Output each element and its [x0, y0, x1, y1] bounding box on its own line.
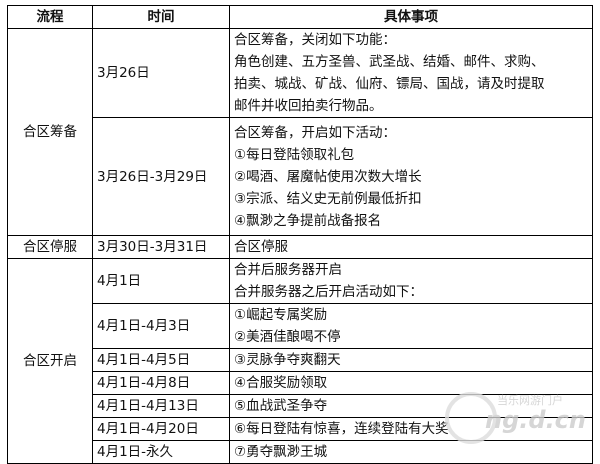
- watermark-top-text: 当乐网游门户: [497, 394, 563, 407]
- time-cell: 4月1日-永久: [92, 440, 230, 464]
- details-cell: ③灵脉争夺爽翻天: [229, 348, 593, 372]
- time-cell: 4月1日-4月8日: [92, 371, 230, 395]
- detail-line: 合区筹备，开启如下活动：: [234, 124, 396, 141]
- group-stop: 合区停服: [7, 235, 93, 259]
- details-cell: ④合服奖励领取: [229, 371, 593, 395]
- watermark-bottom-text: ng.d.cn: [485, 406, 586, 434]
- details-cell: ⑦勇夺飘渺王城: [229, 440, 593, 464]
- logo-ring-icon: [445, 392, 497, 444]
- time-cell: 4月1日: [92, 258, 230, 304]
- detail-line: ④飘渺之争提前战备报名: [234, 212, 382, 229]
- details-cell: ①崛起专属奖励 ②美酒佳酿喝不停: [229, 303, 593, 349]
- table-row: 4月1日-4月8日 ④合服奖励领取: [8, 371, 593, 395]
- time-cell: 4月1日-4月13日: [92, 394, 230, 418]
- time-cell: 3月26日: [92, 28, 230, 118]
- table-row: 合区筹备 3月26日 合区筹备，关闭如下功能： 角色创建、五方圣兽、武圣战、结婚…: [7, 28, 593, 236]
- table-row: 4月1日-4月3日 ①崛起专属奖励 ②美酒佳酿喝不停: [8, 303, 593, 349]
- time-cell: 3月26日-3月29日: [92, 117, 230, 236]
- table-row: 合区停服 3月30日-3月31日 合区停服: [7, 235, 593, 259]
- detail-line: 合区筹备，关闭如下功能：: [234, 32, 396, 48]
- details-cell: 合区筹备，关闭如下功能： 角色创建、五方圣兽、武圣战、结婚、邮件、求购、 拍卖、…: [229, 28, 593, 118]
- detail-line: ③宗派、结义史无前例最低折扣: [234, 190, 422, 207]
- header-details: 具体事项: [229, 5, 593, 29]
- header-row: 流程 时间 具体事项: [7, 5, 593, 29]
- merge-schedule-table: 流程 时间 具体事项 合区筹备 3月26日 合区筹备，关闭如下功能： 角色创建、…: [7, 5, 593, 464]
- details-cell: 合区停服: [229, 235, 593, 259]
- time-cell: 4月1日-4月5日: [92, 348, 230, 372]
- detail-line: 合并后服务器开启: [234, 262, 342, 278]
- details-cell: 合区筹备，开启如下活动： ①每日登陆领取礼包 ②喝酒、屠魔帖使用次数大增长 ③宗…: [229, 117, 593, 236]
- table-row: 4月1日-4月5日 ③灵脉争夺爽翻天: [8, 348, 593, 372]
- detail-line: ②喝酒、屠魔帖使用次数大增长: [234, 168, 422, 185]
- group-prep: 合区筹备: [7, 28, 93, 236]
- detail-line: ①崛起专属奖励: [234, 307, 328, 323]
- table-row: 4月1日-永久 ⑦勇夺飘渺王城: [8, 440, 593, 464]
- header-time: 时间: [92, 5, 230, 29]
- group-open: 合区开启: [7, 258, 93, 464]
- detail-line: ②美酒佳酿喝不停: [234, 329, 341, 345]
- detail-line: 邮件并收回拍卖行物品。: [234, 98, 383, 114]
- detail-line: ①每日登陆领取礼包: [234, 146, 355, 163]
- table-row: 3月26日-3月29日 合区筹备，开启如下活动： ①每日登陆领取礼包 ②喝酒、屠…: [8, 117, 593, 236]
- detail-line: 角色创建、五方圣兽、武圣战、结婚、邮件、求购、: [234, 54, 545, 70]
- table-row: 合区开启 4月1日 合并后服务器开启 合并服务器之后开启活动如下：: [7, 258, 593, 464]
- details-cell: 合并后服务器开启 合并服务器之后开启活动如下：: [229, 258, 593, 304]
- time-cell: 3月30日-3月31日: [92, 235, 230, 259]
- time-cell: 4月1日-4月20日: [92, 417, 230, 441]
- time-cell: 4月1日-4月3日: [92, 303, 230, 349]
- detail-line: 合并服务器之后开启活动如下：: [234, 284, 423, 300]
- header-process: 流程: [7, 5, 93, 29]
- detail-line: 拍卖、城战、矿战、仙府、镖局、国战，请及时提取: [234, 76, 545, 92]
